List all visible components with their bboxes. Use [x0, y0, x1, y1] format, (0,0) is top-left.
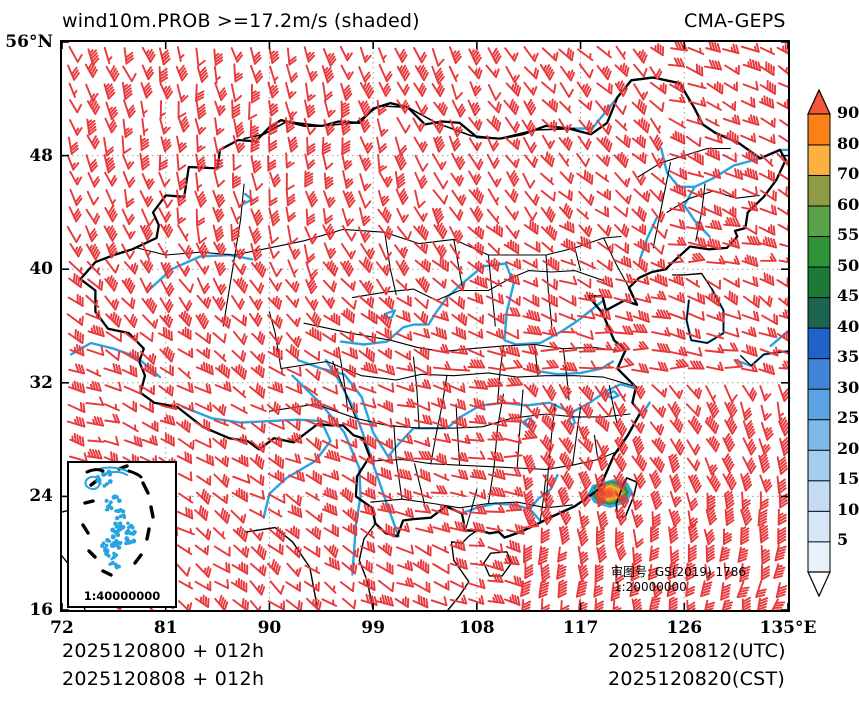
- inset-islands: [95, 469, 137, 570]
- colorbar-swatch-15: [807, 479, 831, 512]
- colorbar-swatch-20: [807, 449, 831, 482]
- colorbar-label-20: 20: [837, 438, 859, 458]
- colorbar-swatch-50: [807, 266, 831, 299]
- init-time-cst: 2025120808 + 012h: [62, 668, 265, 690]
- map-plot-area[interactable]: [60, 40, 790, 612]
- model-label: CMA-GEPS: [684, 10, 786, 32]
- approval-number-text: 审图号: GS(2019) 1786: [611, 565, 747, 579]
- colorbar-label-60: 60: [837, 194, 859, 214]
- colorbar-top-arrow: [807, 88, 831, 115]
- x-tick-99: 99: [361, 618, 385, 638]
- colorbar-swatch-25: [807, 418, 831, 451]
- colorbar-label-45: 45: [837, 286, 859, 306]
- colorbar-swatch-60: [807, 205, 831, 238]
- inset-canvas: [81, 464, 155, 577]
- map-canvas: [62, 42, 788, 610]
- wind-barb-field: [66, 42, 788, 610]
- colorbar-swatch-10: [807, 510, 831, 543]
- valid-time-utc: 2025120812(UTC): [608, 640, 786, 662]
- map-scale-text: 1:20000000: [614, 580, 687, 594]
- page-title: wind10m.PROB >=17.2m/s (shaded): [62, 10, 420, 32]
- x-tick-81: 81: [153, 618, 178, 638]
- south-china-sea-inset-map[interactable]: 1:40000000: [67, 461, 177, 608]
- valid-time-cst: 2025120820(CST): [608, 668, 786, 690]
- colorbar-label-80: 80: [837, 133, 859, 153]
- colorbar-label-30: 30: [837, 377, 859, 397]
- inset-coast-lines: [85, 468, 143, 479]
- init-time-utc: 2025120800 + 012h: [62, 640, 265, 662]
- x-tick-108: 108: [459, 618, 495, 638]
- x-tick-117: 117: [562, 618, 599, 638]
- colorbar-swatches: [807, 88, 831, 598]
- colorbar-label-70: 70: [837, 164, 859, 184]
- x-tick-90: 90: [257, 618, 282, 638]
- colorbar-label-40: 40: [837, 316, 859, 336]
- national-boundary: [79, 76, 787, 539]
- y-tick-24: 24: [29, 486, 53, 507]
- inset-boundary-dashes: [81, 464, 155, 577]
- colorbar-label-10: 10: [837, 499, 859, 519]
- inset-island-outlines: [84, 466, 130, 491]
- colorbar-swatch-70: [807, 174, 831, 207]
- y-tick-16: 16: [29, 600, 53, 620]
- x-tick-72: 72: [50, 618, 74, 638]
- colorbar-swatch-45: [807, 296, 831, 329]
- colorbar-label-35: 35: [837, 347, 859, 367]
- inset-scale-label: 1:40000000: [83, 589, 161, 603]
- colorbar-bottom-arrow: [807, 571, 831, 598]
- colorbar-label-25: 25: [837, 408, 859, 428]
- colorbar-label-5: 5: [837, 530, 849, 550]
- colorbar-label-15: 15: [837, 469, 859, 489]
- colorbar-label-55: 55: [837, 225, 859, 245]
- x-tick-126: 126: [666, 618, 703, 638]
- colorbar-swatch-55: [807, 235, 831, 268]
- colorbar-swatch-30: [807, 388, 831, 421]
- colorbar[interactable]: 5 10 15 20 25 30 35 40 45 50 55 60 70 80 90: [806, 88, 859, 598]
- colorbar-swatch-90: [807, 113, 831, 146]
- colorbar-swatch-35: [807, 357, 831, 390]
- axis-ticks: [62, 42, 788, 610]
- colorbar-swatch-80: [807, 144, 831, 176]
- colorbar-label-90: 90: [837, 103, 859, 122]
- y-tick-40: 40: [29, 259, 53, 280]
- colorbar-swatch-5: [807, 540, 831, 573]
- y-tick-48: 48: [29, 145, 53, 166]
- y-tick-56: 56°N: [5, 32, 53, 52]
- x-tick-135: 135°E: [759, 618, 817, 638]
- colorbar-label-50: 50: [837, 255, 859, 275]
- colorbar-swatch-40: [807, 327, 831, 360]
- map-approval-number: 审图号: GS(2019) 1786 1:20000000: [611, 565, 746, 595]
- y-tick-32: 32: [29, 372, 53, 393]
